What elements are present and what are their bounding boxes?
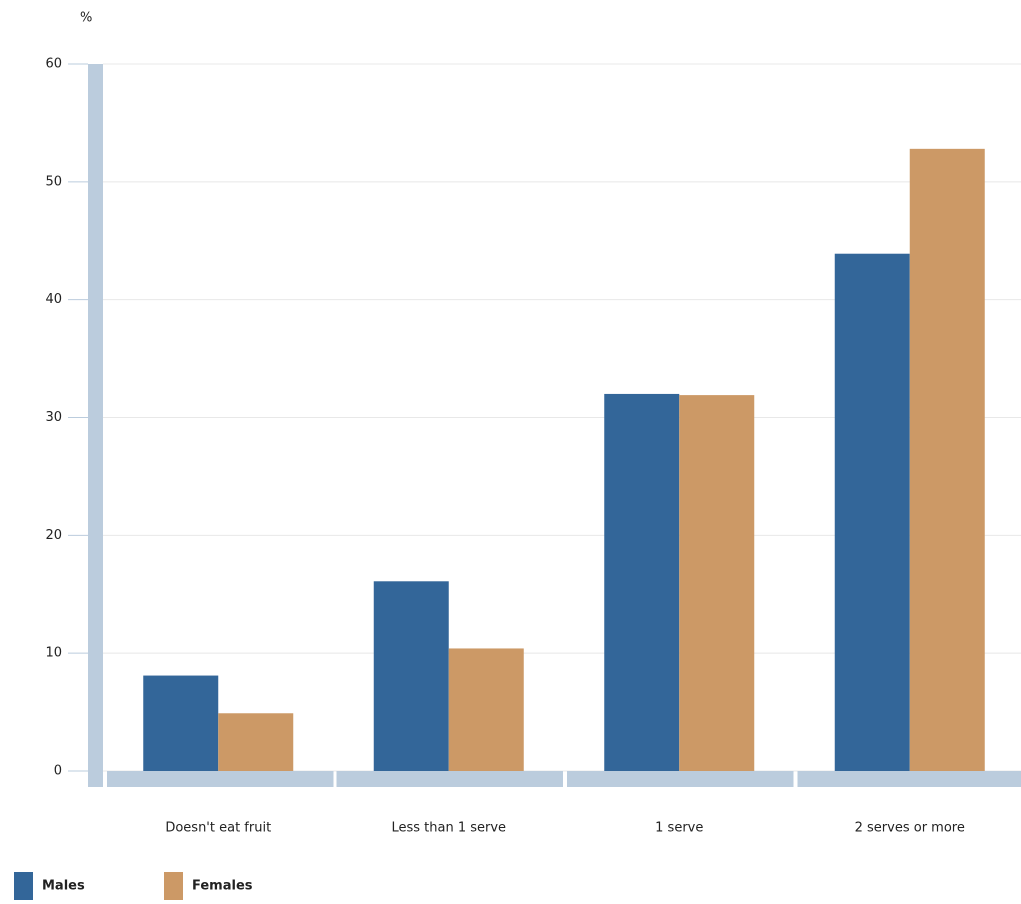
bar — [143, 675, 219, 771]
y-tick-label: 30 — [45, 410, 62, 425]
x-tick-label: 1 serve — [655, 821, 703, 836]
x-axis — [797, 771, 1021, 787]
legend-swatch — [164, 872, 183, 900]
bar — [909, 148, 985, 772]
bar — [679, 395, 755, 771]
y-tick-label: 40 — [45, 292, 62, 307]
x-tick-label: 2 serves or more — [855, 821, 965, 836]
y-tick-label: 50 — [45, 174, 62, 189]
x-tick-label: Doesn't eat fruit — [165, 821, 271, 836]
bar — [604, 393, 680, 771]
bar — [448, 648, 524, 771]
y-tick-label: 10 — [45, 646, 62, 661]
y-axis — [88, 64, 103, 787]
x-axis — [107, 771, 334, 787]
x-axis — [336, 771, 563, 787]
bar — [834, 253, 910, 771]
y-axis-label: % — [80, 11, 92, 26]
x-axis — [567, 771, 794, 787]
legend-swatch — [14, 872, 33, 900]
legend-label: Females — [192, 879, 253, 894]
legend-label: Males — [42, 879, 85, 894]
y-tick-label: 0 — [54, 764, 62, 779]
bar — [218, 713, 294, 771]
x-tick-label: Less than 1 serve — [391, 821, 506, 836]
y-tick-label: 20 — [45, 528, 62, 543]
bar — [373, 581, 449, 771]
y-tick-label: 60 — [45, 57, 62, 72]
